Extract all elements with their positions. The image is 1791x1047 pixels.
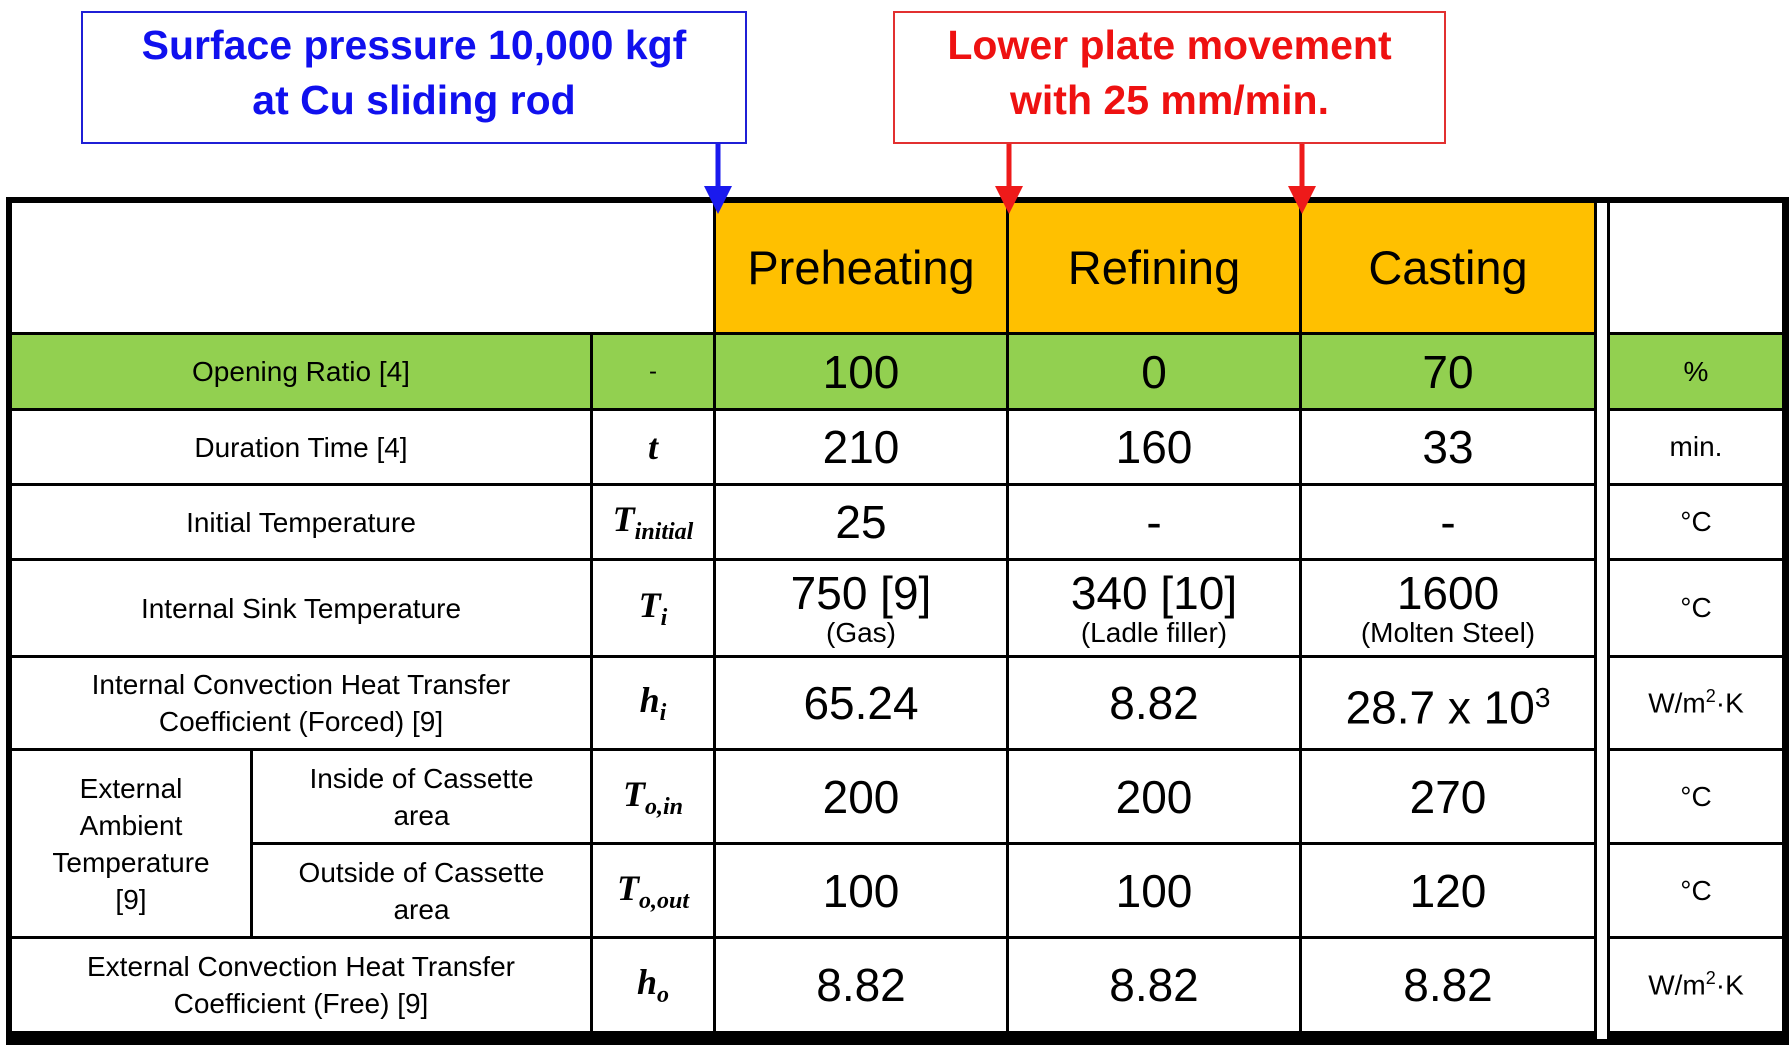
red-arrow-refine-icon — [1288, 144, 1316, 214]
internal-sink-refining-note: (Ladle filler) — [1080, 617, 1228, 648]
internal-sink-refining-value: 340 [10] — [1070, 567, 1238, 619]
internal-sink-symbol: Ti — [638, 585, 668, 631]
duration-time-label: Duration Time [4] — [12, 411, 590, 483]
external-convection-preheating: 8.82 — [716, 939, 1006, 1031]
outside-cassette-unit: °C — [1610, 845, 1782, 936]
duration-time-symbol-cell: t — [593, 411, 713, 483]
unit-column-gap — [1597, 203, 1607, 1039]
inside-cassette-symbol: To,in — [622, 773, 683, 820]
opening-ratio-unit: % — [1610, 335, 1782, 408]
internal-sink-casting: 1600 (Molten Steel) — [1302, 561, 1594, 655]
inside-cassette-unit: °C — [1610, 751, 1782, 842]
initial-temperature-unit: °C — [1610, 486, 1782, 558]
outside-cassette-preheating: 100 — [716, 845, 1006, 936]
duration-time-symbol: t — [647, 427, 658, 467]
lower-plate-callout: Lower plate movement with 25 mm/min. — [893, 11, 1446, 144]
external-convection-symbol-cell: ho — [593, 939, 713, 1031]
header-blank-cell — [12, 203, 713, 332]
internal-sink-unit: °C — [1610, 561, 1782, 655]
duration-time-refining: 160 — [1009, 411, 1299, 483]
internal-convection-symbol-cell: hi — [593, 658, 713, 748]
duration-time-preheating: 210 — [716, 411, 1006, 483]
external-ambient-group-label: External Ambient Temperature [9] — [12, 751, 250, 936]
opening-ratio-label: Opening Ratio [4] — [12, 335, 590, 408]
external-convection-unit: W/m2·K — [1610, 939, 1782, 1031]
opening-ratio-refining: 0 — [1009, 335, 1299, 408]
surface-pressure-callout: Surface pressure 10,000 kgf at Cu slidin… — [81, 11, 747, 144]
internal-sink-symbol-cell: Ti — [593, 561, 713, 655]
internal-convection-preheating: 65.24 — [716, 658, 1006, 748]
internal-sink-preheating: 750 [9] (Gas) — [716, 561, 1006, 655]
opening-ratio-symbol: - — [593, 335, 713, 408]
outside-cassette-symbol: To,out — [616, 867, 689, 914]
initial-temperature-symbol: Tinitial — [612, 499, 694, 545]
opening-ratio-casting: 70 — [1302, 335, 1594, 408]
internal-sink-preheating-value: 750 [9] — [790, 567, 932, 619]
duration-time-casting: 33 — [1302, 411, 1594, 483]
internal-sink-preheating-note: (Gas) — [826, 617, 896, 648]
outside-cassette-label: Outside of Cassette area — [253, 845, 590, 936]
opening-ratio-preheating: 100 — [716, 335, 1006, 408]
outside-cassette-refining: 100 — [1009, 845, 1299, 936]
parameter-table: Preheating Refining Casting Opening Rati… — [6, 197, 1789, 1045]
inside-cassette-preheating: 200 — [716, 751, 1006, 842]
internal-convection-refining: 8.82 — [1009, 658, 1299, 748]
initial-temperature-casting: - — [1302, 486, 1594, 558]
initial-temperature-symbol-cell: Tinitial — [593, 486, 713, 558]
red-arrow-preheat-icon — [995, 144, 1023, 214]
initial-temperature-label: Initial Temperature — [12, 486, 590, 558]
external-convection-refining: 8.82 — [1009, 939, 1299, 1031]
header-refining: Refining — [1009, 203, 1299, 332]
internal-sink-casting-note: (Molten Steel) — [1360, 617, 1536, 648]
inside-cassette-symbol-cell: To,in — [593, 751, 713, 842]
surface-pressure-line2: at Cu sliding rod — [252, 77, 576, 123]
internal-sink-casting-value: 1600 — [1396, 567, 1500, 619]
outside-cassette-casting: 120 — [1302, 845, 1594, 936]
header-unit-blank — [1610, 203, 1782, 332]
lower-plate-line2: with 25 mm/min. — [1010, 77, 1329, 123]
inside-cassette-label: Inside of Cassette area — [253, 751, 590, 842]
blue-arrow-icon — [704, 144, 732, 214]
header-casting: Casting — [1302, 203, 1594, 332]
internal-sink-temperature-label: Internal Sink Temperature — [12, 561, 590, 655]
duration-time-unit: min. — [1610, 411, 1782, 483]
external-convection-casting: 8.82 — [1302, 939, 1594, 1031]
initial-temperature-refining: - — [1009, 486, 1299, 558]
inside-cassette-casting: 270 — [1302, 751, 1594, 842]
internal-sink-refining: 340 [10] (Ladle filler) — [1009, 561, 1299, 655]
inside-cassette-refining: 200 — [1009, 751, 1299, 842]
internal-convection-label: Internal Convection Heat Transfer Coeffi… — [12, 658, 590, 748]
surface-pressure-line1: Surface pressure 10,000 kgf — [141, 22, 687, 68]
lower-plate-line1: Lower plate movement — [947, 22, 1392, 68]
initial-temperature-preheating: 25 — [716, 486, 1006, 558]
internal-convection-symbol: hi — [639, 680, 667, 726]
outside-cassette-symbol-cell: To,out — [593, 845, 713, 936]
header-preheating: Preheating — [716, 203, 1006, 332]
internal-convection-unit: W/m2·K — [1610, 658, 1782, 748]
external-convection-label: External Convection Heat Transfer Coeffi… — [12, 939, 590, 1031]
internal-convection-casting: 28.7 x 103 — [1302, 658, 1594, 748]
external-convection-symbol: ho — [636, 962, 670, 1008]
